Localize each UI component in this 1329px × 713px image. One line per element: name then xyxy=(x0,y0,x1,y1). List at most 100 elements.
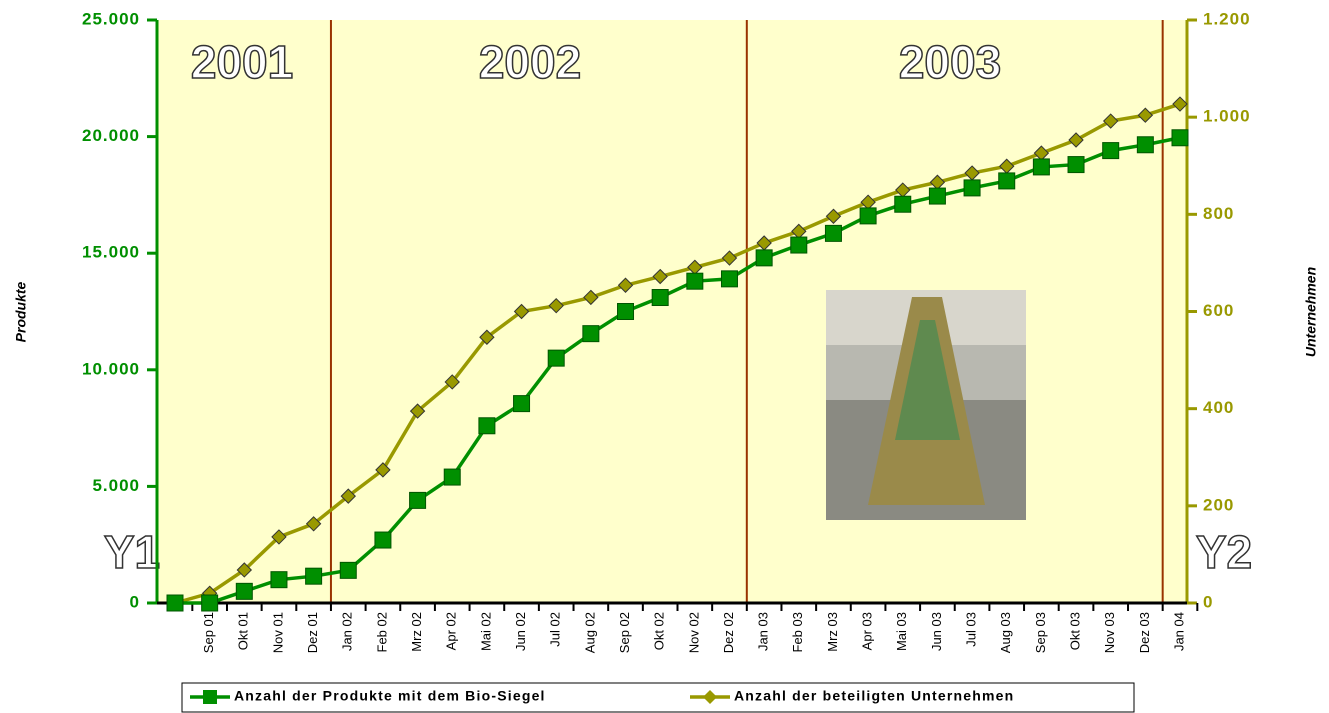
marker xyxy=(201,594,219,612)
marker xyxy=(651,289,669,307)
marker xyxy=(339,561,357,579)
marker xyxy=(583,289,599,306)
marker xyxy=(998,172,1016,190)
y2-axis-title: Unternehmen xyxy=(1303,267,1319,357)
legend-marker xyxy=(703,690,717,704)
x-tick-label: Jan 03 xyxy=(756,612,771,651)
x-tick-label: Dez 02 xyxy=(721,612,736,653)
x-tick-label: Jun 03 xyxy=(929,612,944,651)
marker xyxy=(340,488,356,504)
y-tick-label: 5.000 xyxy=(92,476,140,495)
marker xyxy=(686,272,704,290)
marker xyxy=(374,531,392,549)
x-tick-label: Sep 02 xyxy=(617,612,632,653)
x-tick-label: Dez 03 xyxy=(1137,612,1152,653)
x-tick-label: Jul 03 xyxy=(964,612,979,647)
marker xyxy=(894,195,912,213)
marker xyxy=(928,187,946,205)
marker xyxy=(513,395,531,413)
x-tick-label: Okt 02 xyxy=(652,612,667,650)
marker xyxy=(1172,96,1188,112)
marker xyxy=(166,594,184,612)
marker xyxy=(825,208,842,224)
marker xyxy=(824,224,842,242)
x-tick-label: Jan 02 xyxy=(340,612,355,651)
photo xyxy=(826,290,1026,520)
marker xyxy=(1032,158,1050,176)
marker xyxy=(1067,156,1085,174)
x-tick-label: Feb 02 xyxy=(374,612,389,652)
x-tick-label: Nov 02 xyxy=(686,612,701,653)
x-tick-label: Jun 02 xyxy=(513,612,528,651)
y-tick-label: 0 xyxy=(130,592,140,611)
marker xyxy=(859,207,877,225)
marker xyxy=(548,297,564,314)
x-tick-label: Mai 03 xyxy=(894,612,909,651)
legend-label: Anzahl der beteiligten Unternehmen xyxy=(734,688,1014,704)
y-tick-label: 15.000 xyxy=(82,243,140,262)
y2-tick-label: 1.000 xyxy=(1203,107,1251,126)
year-label: 2003 xyxy=(899,36,1001,88)
x-tick-label: Okt 03 xyxy=(1067,612,1082,650)
y-tick-label: 25.000 xyxy=(82,9,140,28)
year-label: 2002 xyxy=(479,36,581,88)
marker xyxy=(582,325,600,343)
y-axis-title: Produkte xyxy=(13,281,29,342)
x-tick-label: Dez 01 xyxy=(305,612,320,653)
x-tick-label: Apr 02 xyxy=(444,612,459,650)
y2-tick-label: 800 xyxy=(1203,204,1234,223)
marker xyxy=(790,236,808,254)
year-label: 2001 xyxy=(191,36,293,88)
x-tick-label: Okt 01 xyxy=(236,612,251,650)
marker xyxy=(1068,132,1084,148)
marker xyxy=(617,303,635,320)
marker xyxy=(444,374,460,390)
y2-tick-label: 400 xyxy=(1203,398,1234,417)
marker xyxy=(409,491,427,509)
marker xyxy=(1171,129,1189,147)
series-line xyxy=(174,102,1181,605)
x-tick-label: Nov 01 xyxy=(270,612,285,653)
x-tick-label: Jan 04 xyxy=(1171,612,1186,651)
marker xyxy=(443,468,461,486)
axis-tag: Y1 xyxy=(104,526,160,578)
marker xyxy=(409,403,426,419)
x-tick-label: Mai 02 xyxy=(478,612,493,651)
y-tick-label: 10.000 xyxy=(82,359,140,378)
plot-area xyxy=(157,20,1187,603)
y2-tick-label: 0 xyxy=(1203,592,1213,611)
y2-tick-label: 600 xyxy=(1203,301,1234,320)
marker xyxy=(1102,113,1119,129)
x-tick-label: Mrz 03 xyxy=(825,612,840,652)
x-tick-label: Jul 02 xyxy=(548,612,563,647)
marker xyxy=(375,462,391,478)
x-tick-label: Aug 02 xyxy=(582,612,597,653)
marker xyxy=(721,250,738,266)
marker xyxy=(305,516,322,532)
x-tick-label: Sep 03 xyxy=(1033,612,1048,653)
marker xyxy=(305,567,323,585)
legend-marker xyxy=(203,690,217,704)
marker xyxy=(271,529,287,545)
axis-tag: Y2 xyxy=(1196,526,1252,578)
y2-tick-label: 1.200 xyxy=(1203,9,1251,28)
marker xyxy=(270,571,288,589)
marker xyxy=(755,249,773,267)
legend xyxy=(181,682,1135,713)
marker xyxy=(963,179,981,197)
x-tick-label: Aug 03 xyxy=(998,612,1013,653)
marker xyxy=(235,582,253,600)
marker xyxy=(1137,107,1154,123)
x-tick-label: Feb 03 xyxy=(790,612,805,652)
marker xyxy=(478,417,496,435)
marker xyxy=(479,329,495,345)
marker xyxy=(236,562,253,578)
x-tick-label: Mrz 02 xyxy=(409,612,424,652)
marker xyxy=(652,268,668,285)
y2-tick-label: 200 xyxy=(1203,495,1234,514)
x-tick-label: Sep 01 xyxy=(201,612,216,653)
x-tick-label: Nov 03 xyxy=(1102,612,1117,653)
marker xyxy=(617,277,634,293)
marker xyxy=(547,349,565,367)
